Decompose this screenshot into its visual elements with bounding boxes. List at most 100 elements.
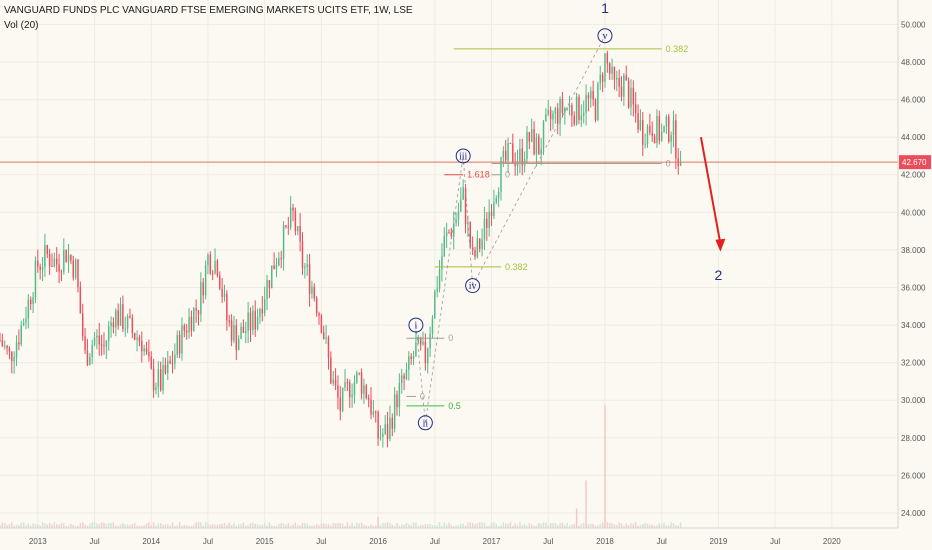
candle-body	[112, 322, 115, 328]
candle-body	[294, 210, 297, 232]
candle-body	[247, 312, 249, 331]
candle-body	[528, 132, 531, 142]
volume-bar	[568, 525, 571, 528]
y-tick-label: 34.000	[901, 321, 926, 330]
volume-bar	[235, 525, 238, 528]
candle-body	[590, 90, 592, 99]
volume-bar	[334, 523, 337, 528]
volume-bar	[391, 524, 394, 528]
candle-body	[77, 259, 79, 288]
candle-body	[197, 310, 200, 315]
volume-bar	[405, 522, 408, 528]
volume-bar	[497, 525, 500, 528]
volume-bar	[51, 524, 53, 528]
candle-body	[455, 219, 457, 224]
volume-bar	[53, 522, 56, 528]
volume-spike	[585, 480, 587, 528]
y-tick-label: 50.000	[901, 20, 926, 29]
y-tick-label: 38.000	[901, 246, 926, 255]
candle-body	[403, 375, 405, 379]
volume-bar	[15, 524, 18, 528]
candle-body	[93, 337, 96, 345]
candle-body	[306, 264, 308, 267]
candle-body	[1, 340, 4, 347]
candle-body	[436, 288, 438, 292]
volume-bar	[464, 525, 467, 528]
candle-body	[552, 113, 554, 120]
candle-body	[15, 342, 18, 358]
volume-bar	[185, 525, 188, 528]
candle-body	[0, 340, 1, 342]
candle-body	[308, 264, 311, 294]
volume-bar	[297, 524, 299, 528]
volume-bar	[44, 523, 46, 528]
candle-body	[642, 119, 644, 145]
volume-bar	[358, 523, 360, 528]
x-tick-label: Jul	[543, 537, 553, 546]
candle-body	[200, 282, 202, 315]
candle-body	[585, 95, 587, 113]
volume-bar	[386, 522, 389, 528]
candle-body	[278, 258, 280, 266]
volume-bar	[590, 523, 592, 528]
candle-body	[571, 105, 573, 116]
volume-bar	[668, 525, 670, 528]
candle-body	[679, 162, 682, 166]
volume-bar	[538, 523, 540, 528]
candle-body	[457, 211, 460, 220]
fib-level-label: 0	[448, 333, 453, 343]
candle-body	[452, 223, 455, 237]
volume-bar	[164, 524, 167, 528]
candle-body	[540, 148, 542, 155]
volume-bar	[512, 525, 514, 528]
candles	[0, 50, 682, 448]
candle-body	[337, 385, 339, 398]
volume-bar	[327, 523, 330, 528]
candle-body	[311, 286, 313, 294]
candle-body	[620, 86, 623, 97]
candle-body	[339, 397, 342, 411]
candle-body	[13, 357, 15, 362]
wave-label: iv	[469, 281, 477, 292]
candle-body	[58, 264, 60, 272]
candle-body	[55, 258, 58, 265]
candle-body	[263, 299, 266, 314]
fib-level-label: 0	[420, 391, 425, 401]
candle-body	[242, 326, 245, 333]
candle-body	[408, 356, 410, 370]
volume-bar	[623, 525, 625, 528]
volume-bar	[240, 524, 242, 528]
volume-bar	[245, 525, 247, 528]
volume-bar	[228, 522, 230, 528]
x-tick-label: Jul	[770, 537, 780, 546]
volume-bar	[438, 522, 441, 528]
candle-body	[100, 344, 103, 346]
grid	[0, 0, 898, 528]
volume-bar	[91, 522, 93, 528]
volume-bar	[471, 522, 474, 528]
volume-bar	[223, 523, 226, 528]
volume-bar	[578, 525, 580, 528]
candle-body	[39, 266, 41, 270]
candle-body	[665, 116, 668, 127]
volume-bar	[209, 524, 212, 528]
volume-bar	[469, 522, 472, 528]
candle-body	[398, 383, 401, 408]
candle-body	[105, 340, 108, 347]
candle-body	[358, 372, 360, 374]
candle-body	[634, 104, 637, 114]
volume-bar	[13, 525, 15, 528]
volume-bar	[266, 525, 268, 528]
volume-bar	[339, 523, 342, 528]
volume-bar	[426, 524, 429, 528]
volume-bar	[237, 524, 240, 528]
volume-bar	[393, 525, 396, 528]
volume-bar	[299, 525, 301, 528]
volume-bar	[150, 525, 152, 528]
y-tick-label: 32.000	[901, 359, 926, 368]
volume-bar	[183, 524, 186, 528]
volume-bar	[70, 524, 72, 528]
candle-body	[268, 280, 271, 289]
candle-body	[70, 254, 72, 261]
